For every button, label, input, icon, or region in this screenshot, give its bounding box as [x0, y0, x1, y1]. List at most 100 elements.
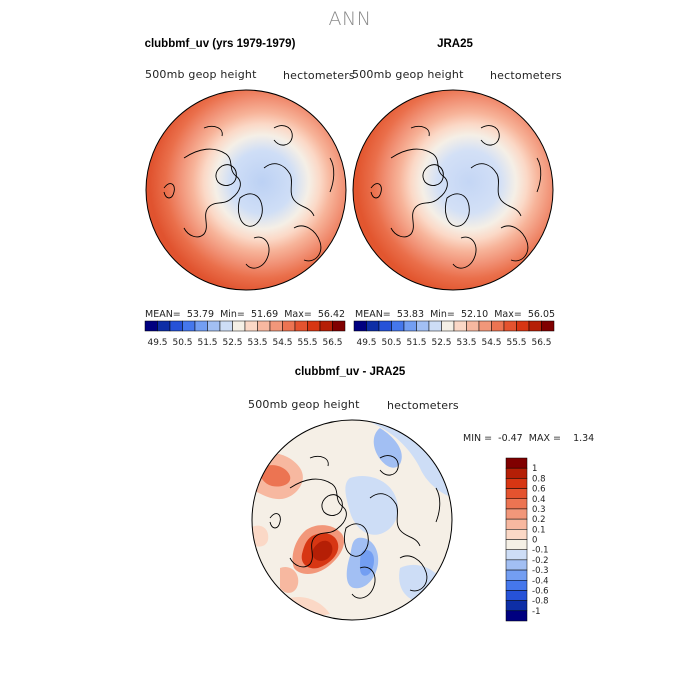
- colorbar-swatch: [541, 320, 555, 332]
- panel3-polar-map: [251, 419, 453, 621]
- panel1-coastlines: [163, 125, 335, 269]
- colorbar-swatch: [505, 539, 528, 550]
- colorbar-swatch: [307, 320, 321, 332]
- panel2-coastlines: [370, 125, 542, 269]
- panel2-map-border: [352, 89, 554, 291]
- colorbar-tick-label: 50.5: [381, 338, 401, 348]
- colorbar-swatch: [528, 320, 542, 332]
- panel1-max: 56.42: [317, 309, 346, 320]
- panel1-polar-map: [145, 89, 347, 291]
- colorbar-swatch: [505, 590, 528, 601]
- colorbar-tick-label: -0.3: [532, 566, 549, 576]
- colorbar-swatch: [232, 320, 246, 332]
- panel2-field-label: 500mb geop height: [352, 68, 464, 81]
- colorbar-tick-label: -1: [532, 607, 540, 617]
- colorbar-swatch: [505, 549, 528, 561]
- colorbar-swatch: [505, 478, 528, 489]
- colorbar-swatch: [505, 488, 528, 499]
- panel3-field-label: 500mb geop height: [248, 398, 360, 411]
- panel2-stats: MEAN= 53.83 Min= 52.10 Max= 56.05: [355, 309, 556, 320]
- panel2-title: JRA25: [437, 38, 473, 50]
- figure-title: ANN: [328, 8, 372, 30]
- panel1-field-label: 500mb geop height: [145, 68, 257, 81]
- colorbar-swatch: [491, 320, 505, 332]
- panel3-units-label: hectometers: [387, 399, 459, 412]
- colorbar-swatch: [391, 320, 405, 332]
- colorbar-swatch: [503, 320, 517, 332]
- panel3-title: clubbmf_uv - JRA25: [294, 366, 406, 378]
- colorbar-tick-label: 55.5: [506, 338, 526, 348]
- panel2-max: 56.05: [527, 309, 556, 320]
- panel2-colorbar: 49.5 50.5 51.5 52.5 53.5 54.5 55.5 56.5: [353, 320, 555, 348]
- panel3-colorbar: 10.80.60.40.30.20.10-0.1-0.2-0.3-0.4-0.6…: [505, 457, 549, 622]
- colorbar-tick-label: 53.5: [456, 338, 476, 348]
- colorbar-swatch: [505, 518, 528, 530]
- panel3-max: 1.34: [573, 433, 595, 444]
- panel1-colorbar: 49.5 50.5 51.5 52.5 53.5 54.5 55.5 56.5: [144, 320, 346, 348]
- colorbar-tick-label: 0.2: [532, 515, 546, 525]
- colorbar-tick-label: 56.5: [531, 338, 551, 348]
- colorbar-swatch: [441, 320, 455, 332]
- colorbar-swatch: [194, 320, 208, 332]
- panel2-units-label: hectometers: [490, 69, 562, 82]
- colorbar-swatch: [294, 320, 308, 332]
- colorbar-tick-label: 1: [532, 464, 537, 474]
- colorbar-tick-label: 54.5: [272, 338, 292, 348]
- colorbar-swatch: [207, 320, 221, 332]
- panel1-field-fill: [146, 90, 346, 290]
- colorbar-swatch: [169, 320, 183, 332]
- colorbar-swatch: [416, 320, 430, 332]
- colorbar-swatch: [157, 320, 171, 332]
- colorbar-swatch: [505, 498, 528, 510]
- colorbar-tick-label: -0.4: [532, 576, 549, 586]
- panel1-units-label: hectometers: [283, 69, 355, 82]
- colorbar-swatch: [478, 320, 492, 332]
- colorbar-swatch: [257, 320, 271, 332]
- colorbar-tick-label: 52.5: [431, 338, 451, 348]
- colorbar-swatch: [378, 320, 392, 332]
- colorbar-swatch: [453, 320, 467, 332]
- colorbar-tick-label: -0.1: [532, 546, 549, 556]
- colorbar-swatch: [332, 320, 346, 332]
- colorbar-tick-label: 0: [532, 536, 537, 546]
- panel1-title: clubbmf_uv (yrs 1979-1979): [144, 38, 296, 50]
- colorbar-tick-label: 53.5: [247, 338, 267, 348]
- colorbar-swatch: [505, 580, 528, 591]
- colorbar-swatch: [282, 320, 296, 332]
- colorbar-swatch: [366, 320, 380, 332]
- colorbar-tick-label: -0.8: [532, 597, 549, 607]
- colorbar-tick-label: 0.6: [532, 485, 546, 495]
- panel2-polar-map: [352, 89, 554, 291]
- colorbar-tick-label: -0.6: [532, 586, 549, 596]
- panel1-min: 51.69: [250, 309, 279, 320]
- colorbar-swatch: [182, 320, 196, 332]
- panel3-map-border: [251, 419, 453, 621]
- colorbar-tick-label: 0.4: [532, 495, 546, 505]
- colorbar-swatch: [428, 320, 442, 332]
- colorbar-tick-label: 49.5: [147, 338, 167, 348]
- colorbar-tick-label: -0.2: [532, 556, 549, 566]
- colorbar-swatch: [505, 569, 528, 581]
- colorbar-swatch: [403, 320, 417, 332]
- colorbar-tick-label: 0.1: [532, 525, 546, 535]
- colorbar-swatch: [353, 320, 367, 332]
- panel2-min: 52.10: [460, 309, 489, 320]
- panel3-coastlines: [269, 455, 441, 599]
- panel1-map-border: [145, 89, 347, 291]
- colorbar-swatch: [244, 320, 258, 332]
- colorbar-swatch: [466, 320, 480, 332]
- colorbar-swatch: [144, 320, 158, 332]
- colorbar-tick-label: 0.3: [532, 505, 546, 515]
- panel2-field-fill: [353, 90, 553, 290]
- panel2-mean: 53.83: [396, 309, 425, 320]
- colorbar-swatch: [505, 610, 528, 622]
- colorbar-tick-label: 56.5: [322, 338, 342, 348]
- colorbar-swatch: [319, 320, 333, 332]
- colorbar-tick-label: 54.5: [481, 338, 501, 348]
- colorbar-tick-label: 51.5: [406, 338, 426, 348]
- colorbar-swatch: [516, 320, 530, 332]
- colorbar-swatch: [505, 600, 528, 612]
- colorbar-swatch: [505, 508, 528, 520]
- colorbar-swatch: [505, 467, 528, 479]
- panel3-stats: MIN = -0.47 MAX = 1.34: [463, 433, 595, 444]
